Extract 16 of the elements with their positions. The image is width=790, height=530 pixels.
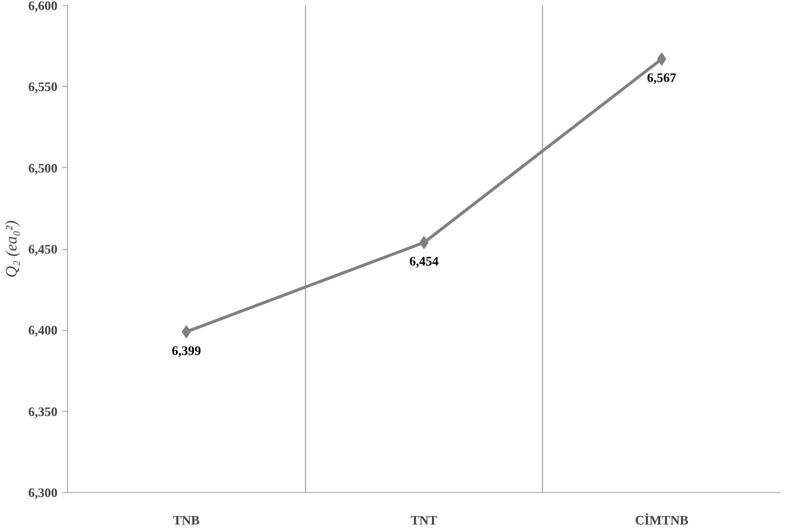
data-label: 6,567 [647,70,677,86]
y-tick-label: 6,600 [28,0,58,13]
point [657,52,666,66]
x-tick-label: TNB [172,512,200,528]
x-tick-label: TNT [410,512,438,528]
y-tick-label: 6,450 [28,242,58,256]
y-axis-title: Q₂ (ea₀²) [3,220,20,278]
y-tick-label: 6,300 [28,485,58,500]
y-tick-label: 6,400 [28,322,58,338]
x-tick-label: CİMTNB [634,512,689,528]
point [182,325,191,338]
data-label: 6,399 [172,342,202,358]
data-label: 6,454 [409,254,440,269]
y-tick-label: 6,500 [28,160,58,176]
y-tick-label: 6,350 [28,404,58,419]
y-tick-label: 6,550 [28,79,58,94]
